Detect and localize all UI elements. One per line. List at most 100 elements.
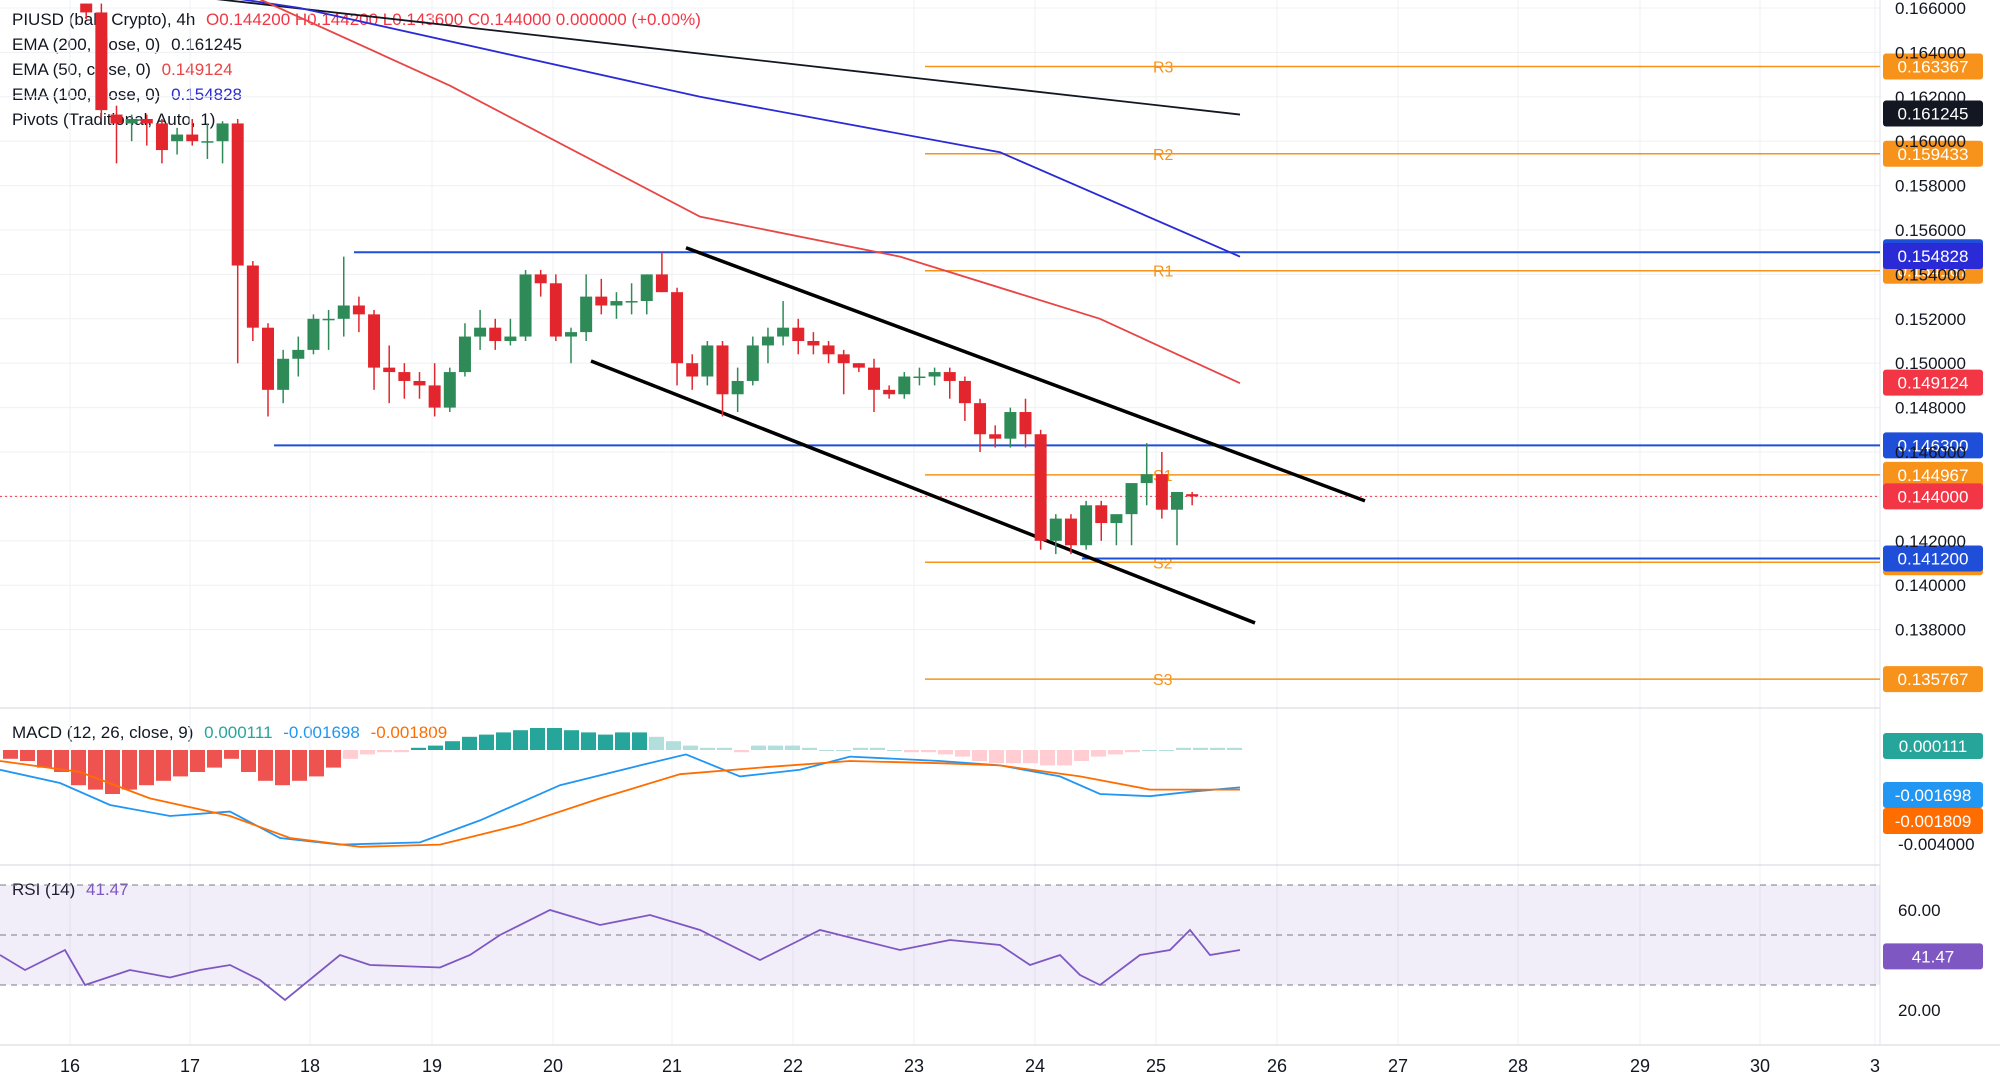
price-tag — [1883, 545, 1983, 572]
candle-body — [1110, 514, 1123, 524]
macd-histogram-bar — [734, 750, 749, 753]
candle-body — [1171, 491, 1183, 510]
time-axis[interactable]: 16 17 18 19 20 21 22 23 24 25 26 27 28 29 30 3 — [60, 1056, 1880, 1076]
price-axis-tick: 0.152000 — [1895, 310, 1966, 329]
candle-body — [1064, 518, 1077, 546]
macd-axis-tick: -0.004000 — [1898, 835, 1975, 854]
price-axis-tick: 0.154000 — [1895, 265, 1966, 284]
time-axis-label: 29 — [1630, 1056, 1650, 1076]
macd-label: MACD (12, 26, close, 9) — [12, 723, 194, 742]
candle-body — [337, 305, 350, 319]
channel-upper-line — [685, 246, 1366, 503]
candle-body — [655, 274, 668, 293]
price-axis-tick: 0.142000 — [1895, 532, 1966, 551]
price-tag — [1883, 483, 1983, 510]
price-axis-tick: 0.148000 — [1895, 399, 1966, 418]
macd-histogram-bar — [105, 750, 120, 794]
macd-tag — [1883, 733, 1983, 759]
candle-body — [731, 380, 744, 395]
candle-body — [852, 363, 865, 368]
macd-pane: 0.000111 -0.001698 -0.001809 -0.004000 — [0, 728, 1983, 854]
candle-body — [565, 332, 577, 337]
macd-legend: MACD (12, 26, close, 9) 0.000111 -0.0016… — [12, 723, 453, 743]
candle-body — [958, 380, 971, 404]
ema200-value: 0.161245 — [171, 35, 242, 54]
rsi-band — [0, 884, 1880, 986]
macd-histogram-bar — [870, 747, 885, 750]
time-axis-label: 24 — [1025, 1056, 1045, 1076]
time-axis-label: 20 — [543, 1056, 563, 1076]
macd-histogram-bar — [632, 732, 647, 750]
price-tag-label: 0.161245 — [1898, 105, 1969, 124]
macd-histogram-bar — [122, 750, 137, 790]
macd-histogram-bar — [1074, 750, 1089, 761]
candle-body — [140, 119, 153, 124]
price-axis[interactable]: 0.1660000.1640000.1620000.1600000.158000… — [1883, 0, 1983, 640]
price-axis-tick: 0.138000 — [1895, 621, 1966, 640]
horizontal-levels: R30.163367R20.159433R10.154167S10.144967… — [0, 53, 1983, 693]
macd-histogram-bar — [836, 750, 851, 751]
macd-histogram-bar — [1210, 747, 1225, 750]
candle-body — [125, 119, 138, 124]
candle-body — [95, 12, 108, 111]
macd-histogram-bar — [292, 750, 307, 781]
candle-body — [792, 327, 805, 341]
time-axis-label: 16 — [60, 1056, 80, 1076]
candle-body — [595, 296, 608, 306]
candle-body — [110, 114, 123, 124]
macd-histogram-bar — [394, 750, 409, 753]
macd-histogram-bar — [785, 745, 800, 750]
price-axis-tick: 0.160000 — [1895, 132, 1966, 151]
rsi-pane: 60.00 20.00 41.47 — [0, 901, 1983, 1020]
macd-histogram-bar — [853, 747, 868, 750]
rsi-axis-tick: 60.00 — [1898, 901, 1941, 920]
time-axis-label: 27 — [1388, 1056, 1408, 1076]
macd-histogram-bar — [513, 730, 528, 750]
macd-histogram-bar — [88, 750, 103, 790]
macd-histogram-bar — [326, 750, 341, 768]
candle-body — [504, 336, 517, 341]
candle-body — [519, 274, 532, 337]
macd-signal-line — [0, 760, 1240, 848]
candle-body — [580, 296, 593, 333]
candle-body — [1155, 474, 1168, 510]
macd-hist-value: 0.000111 — [204, 723, 273, 742]
candle-body — [231, 123, 244, 266]
candle-body — [761, 336, 774, 346]
price-tag-label: 0.144967 — [1898, 466, 1969, 485]
macd-histogram-bar — [1159, 750, 1174, 751]
price-axis-tick: 0.156000 — [1895, 221, 1966, 240]
macd-histogram-bar — [904, 750, 919, 753]
macd-histogram-bar — [887, 750, 902, 751]
time-axis-label: 25 — [1146, 1056, 1166, 1076]
macd-histogram-bar — [1006, 750, 1021, 764]
candle-body — [262, 327, 274, 390]
candle-body — [974, 403, 987, 435]
candle-body — [898, 376, 911, 395]
rsi-axis-tick: 20.00 — [1898, 1001, 1941, 1020]
candle-body — [913, 376, 926, 379]
candle-body — [216, 123, 229, 142]
macd-histogram-bar — [581, 732, 596, 750]
candle-body — [383, 367, 396, 373]
grid — [0, 0, 2000, 1046]
ema100-label: EMA (100, close, 0) — [12, 85, 161, 104]
macd-histogram-bar — [615, 732, 630, 750]
time-axis-label: 18 — [300, 1056, 320, 1076]
candle-body — [1004, 412, 1017, 439]
candle-body — [837, 354, 850, 364]
candle-body — [1125, 483, 1138, 515]
macd-histogram-bar — [802, 747, 817, 750]
macd-histogram-bar — [768, 745, 783, 750]
candle-body — [686, 363, 699, 377]
macd-histogram-bar — [3, 750, 18, 759]
time-axis-label: 23 — [904, 1056, 924, 1076]
macd-histogram-bar — [1091, 750, 1106, 757]
rsi-line — [0, 909, 1241, 1002]
macd-histogram-bar — [1125, 750, 1140, 753]
macd-histogram-bar — [360, 750, 375, 755]
macd-histogram-bar — [1142, 750, 1157, 751]
macd-histogram-bar — [1023, 750, 1038, 764]
macd-histogram-bar — [1057, 750, 1072, 766]
